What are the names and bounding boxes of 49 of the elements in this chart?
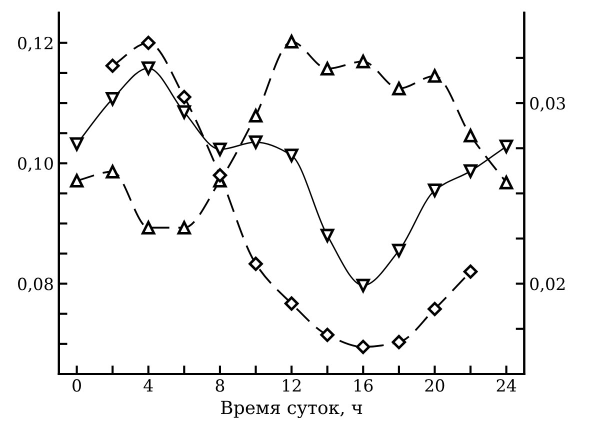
x-tick-label: 20 — [425, 379, 444, 392]
point — [428, 184, 442, 198]
point — [320, 228, 334, 242]
point — [500, 140, 514, 154]
x-tick-label: 0 — [72, 379, 81, 392]
point — [177, 220, 191, 234]
point — [213, 142, 227, 156]
point — [142, 61, 156, 75]
x-tick-label: 12 — [282, 379, 301, 392]
point — [320, 328, 334, 342]
point — [356, 54, 370, 68]
point — [284, 148, 298, 162]
point — [392, 244, 406, 258]
point — [464, 128, 478, 142]
point — [284, 34, 298, 48]
point — [70, 137, 84, 151]
point — [105, 58, 120, 73]
point — [320, 62, 334, 76]
point — [356, 340, 370, 354]
point — [106, 164, 120, 179]
x-tick-label: 8 — [216, 379, 224, 392]
point — [392, 334, 406, 350]
point — [141, 36, 156, 50]
point — [248, 135, 263, 150]
x-tick-label: 24 — [496, 379, 516, 392]
point — [392, 82, 406, 96]
point — [284, 296, 299, 311]
y2-tick-label: 0,02 — [530, 278, 565, 292]
point — [248, 256, 263, 271]
y-tick-label: 0,10 — [18, 157, 53, 172]
point — [177, 90, 192, 104]
point — [70, 174, 84, 188]
point — [464, 164, 478, 178]
point — [248, 108, 263, 123]
y2-tick-label: 0,03 — [530, 97, 565, 112]
point — [463, 264, 478, 279]
point — [177, 105, 191, 119]
x-axis-title: Время суток, ч — [221, 400, 362, 418]
x-tick-label: 16 — [354, 379, 373, 392]
point — [500, 176, 514, 190]
point — [428, 302, 442, 316]
point — [212, 168, 228, 182]
point — [356, 278, 370, 292]
point — [106, 92, 120, 106]
y-tick-label: 0,12 — [18, 36, 52, 52]
y-tick-label: 0,08 — [18, 278, 53, 292]
point — [428, 69, 442, 83]
x-tick-label: 4 — [144, 379, 153, 392]
point — [142, 220, 156, 234]
